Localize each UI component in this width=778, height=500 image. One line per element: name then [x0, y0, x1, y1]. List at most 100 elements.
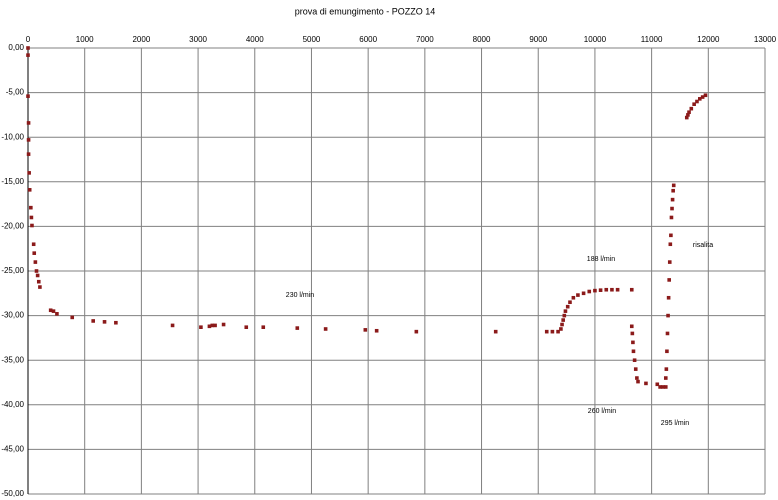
point [666, 295, 671, 300]
point [36, 279, 41, 284]
x-tick-label: 10000 [584, 35, 607, 44]
point [664, 367, 669, 371]
point [615, 287, 620, 292]
x-tick-label: 7000 [416, 35, 434, 44]
point [26, 46, 30, 50]
point [26, 138, 31, 142]
x-tick-label: 13000 [754, 35, 777, 44]
point [26, 94, 30, 98]
point [26, 152, 31, 156]
point [32, 251, 37, 255]
point [663, 385, 668, 389]
point [30, 223, 34, 228]
point [544, 329, 549, 334]
point [667, 278, 671, 282]
point [102, 320, 107, 324]
annotation: 295 l/min [661, 420, 690, 427]
x-tick-label: 11000 [641, 35, 663, 44]
point [363, 328, 368, 332]
point [587, 289, 592, 294]
point [295, 326, 300, 330]
point [633, 367, 638, 371]
point [562, 313, 567, 318]
x-tick-label: 9000 [529, 35, 547, 44]
point [561, 318, 565, 322]
point [571, 295, 576, 300]
y-tick-label: -35,00 [1, 355, 24, 364]
x-tick-label: 1000 [76, 35, 94, 44]
point [610, 287, 614, 292]
point [604, 287, 609, 292]
point [593, 288, 597, 293]
annotation: 260 l/min [588, 408, 617, 415]
x-tick-label: 5000 [303, 35, 321, 44]
point [55, 312, 59, 316]
point [629, 287, 634, 292]
y-tick-label: 0,00 [8, 43, 24, 52]
point [213, 323, 217, 328]
point [210, 323, 215, 328]
y-tick-label: -5,00 [6, 88, 25, 97]
point [644, 381, 648, 386]
point [692, 102, 696, 106]
point [261, 325, 266, 329]
point [636, 379, 640, 384]
point [199, 325, 203, 329]
point [170, 323, 175, 328]
point [667, 260, 672, 264]
annotation: 230 l/min [286, 292, 315, 299]
point [414, 329, 419, 334]
chart-title: prova di emungimento - POZZO 14 [295, 6, 436, 16]
point [568, 300, 572, 305]
point [671, 188, 675, 193]
point [671, 183, 676, 188]
point [38, 285, 42, 289]
point [665, 349, 669, 354]
x-tick-label: 3000 [189, 35, 207, 44]
point [26, 121, 31, 125]
annotation: 188 l/min [587, 256, 616, 263]
x-tick-label: 4000 [246, 35, 264, 44]
point [556, 329, 560, 334]
point [114, 320, 118, 325]
y-tick-label: -50,00 [1, 489, 24, 498]
point [29, 215, 34, 220]
y-tick-label: -10,00 [1, 132, 24, 141]
y-tick-label: -40,00 [1, 400, 24, 409]
point [670, 197, 675, 202]
point [631, 340, 635, 345]
point [31, 242, 36, 247]
point [207, 324, 212, 329]
point [663, 376, 668, 380]
point [563, 309, 568, 313]
point [695, 99, 699, 104]
point [29, 205, 33, 210]
point [632, 358, 637, 362]
point [670, 206, 674, 211]
point [629, 324, 634, 329]
point [374, 328, 379, 333]
point [51, 309, 56, 313]
point [33, 260, 38, 264]
y-tick-label: -30,00 [1, 311, 24, 320]
point [666, 313, 670, 318]
point [244, 325, 249, 329]
point [91, 319, 95, 323]
point [221, 322, 226, 327]
point [700, 95, 705, 99]
point [493, 329, 498, 334]
point [698, 97, 702, 101]
x-tick-label: 6000 [359, 35, 377, 44]
point [560, 322, 564, 327]
point [581, 291, 586, 296]
point [550, 329, 555, 334]
point [27, 188, 32, 192]
point [661, 385, 665, 389]
x-tick-label: 8000 [473, 35, 491, 44]
point [665, 331, 670, 336]
x-tick-label: 12000 [697, 35, 720, 44]
point [686, 113, 690, 117]
point [687, 110, 691, 115]
x-tick-label: 0 [26, 35, 31, 44]
